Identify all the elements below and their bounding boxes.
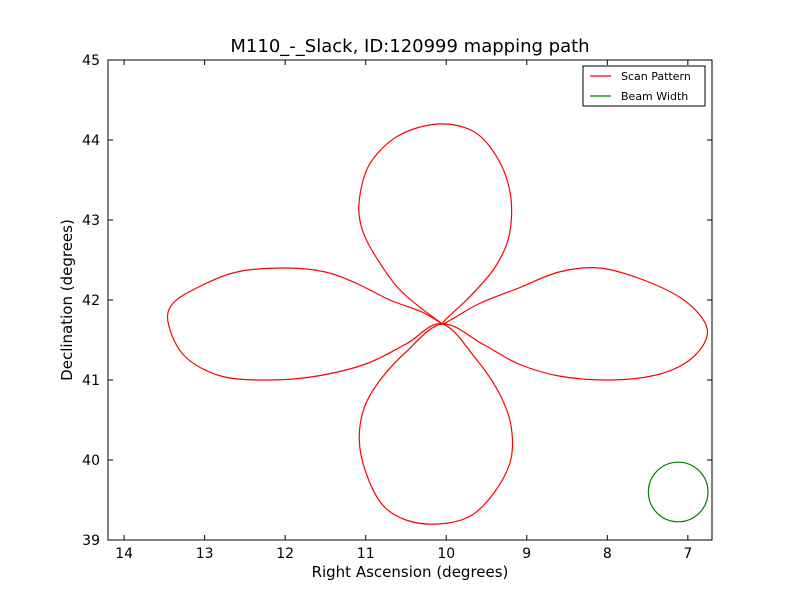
y-tick-label: 44 — [82, 133, 100, 149]
y-tick-label: 41 — [82, 373, 100, 389]
y-tick-label: 45 — [82, 53, 100, 69]
x-tick-label: 12 — [276, 546, 294, 562]
legend: Scan Pattern Beam Width — [582, 65, 706, 107]
beam-width-circle — [647, 461, 709, 523]
legend-entry-beam-width: Beam Width — [621, 90, 688, 103]
y-tick-label: 40 — [82, 453, 100, 469]
x-tick-label: 14 — [115, 546, 133, 562]
plot-area: 14 13 12 11 10 9 8 7 39 40 41 42 43 44 45 — [82, 53, 713, 562]
y-tick-label: 43 — [82, 213, 100, 229]
scan-pattern-line — [166, 123, 709, 525]
y-tick-label: 39 — [82, 533, 100, 549]
legend-box — [582, 65, 706, 107]
series-layer — [166, 123, 709, 525]
x-tick-label: 11 — [357, 546, 375, 562]
chart-title: M110_-_Slack, ID:120999 mapping path — [230, 36, 589, 57]
x-tick-label: 10 — [437, 546, 455, 562]
x-tick-label: 8 — [603, 546, 612, 562]
y-axis-label: Declination (degrees) — [58, 219, 76, 381]
x-tick-label: 9 — [522, 546, 531, 562]
x-tick-label: 7 — [683, 546, 692, 562]
x-axis-label: Right Ascension (degrees) — [312, 563, 509, 581]
ticks-layer: 14 13 12 11 10 9 8 7 39 40 41 42 43 44 45 — [82, 53, 712, 562]
y-tick-label: 42 — [82, 293, 100, 309]
x-tick-label: 13 — [196, 546, 214, 562]
legend-entry-scan-pattern: Scan Pattern — [621, 70, 691, 83]
